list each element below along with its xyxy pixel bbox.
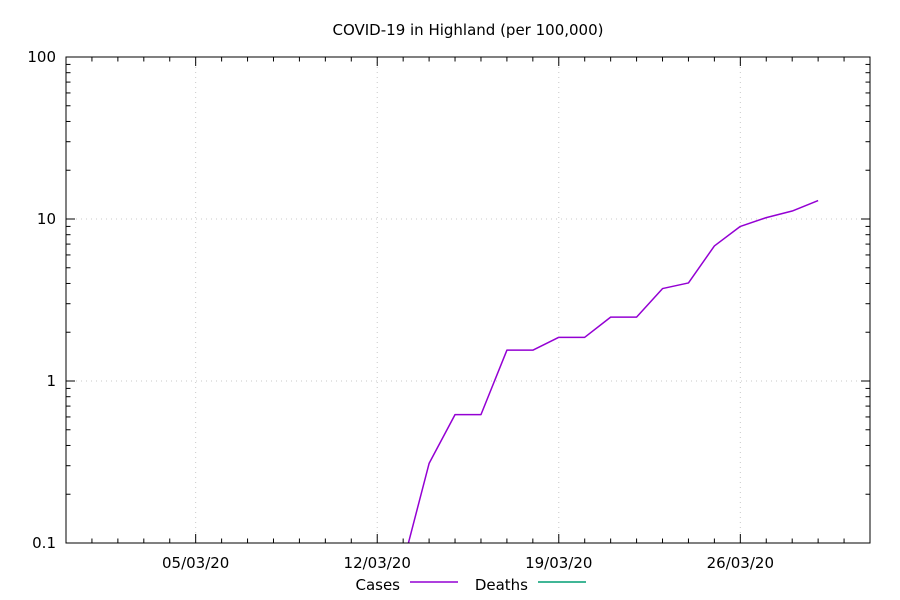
x-tick-label: 12/03/20 <box>344 554 411 572</box>
y-tick-label: 0.1 <box>32 534 56 552</box>
axis-ticks <box>66 56 870 544</box>
y-tick-label: 10 <box>37 210 56 228</box>
x-tick-label: 19/03/20 <box>525 554 592 572</box>
chart-title: COVID-19 in Highland (per 100,000) <box>332 21 603 39</box>
series-layer <box>407 199 819 543</box>
x-axis-tick-labels: 05/03/20 12/03/20 19/03/20 26/03/20 <box>162 554 774 572</box>
y-tick-label: 100 <box>27 48 56 66</box>
series-line-cases <box>407 199 819 543</box>
plot-frame <box>65 56 871 544</box>
y-tick-label: 1 <box>46 372 56 390</box>
legend-label-deaths: Deaths <box>475 576 528 594</box>
x-tick-label: 26/03/20 <box>707 554 774 572</box>
legend-label-cases: Cases <box>355 576 400 594</box>
x-tick-label: 05/03/20 <box>162 554 229 572</box>
y-axis-tick-labels: 0.1 1 10 100 <box>27 48 56 552</box>
legend: Cases Deaths <box>355 576 586 594</box>
grid <box>66 57 870 543</box>
